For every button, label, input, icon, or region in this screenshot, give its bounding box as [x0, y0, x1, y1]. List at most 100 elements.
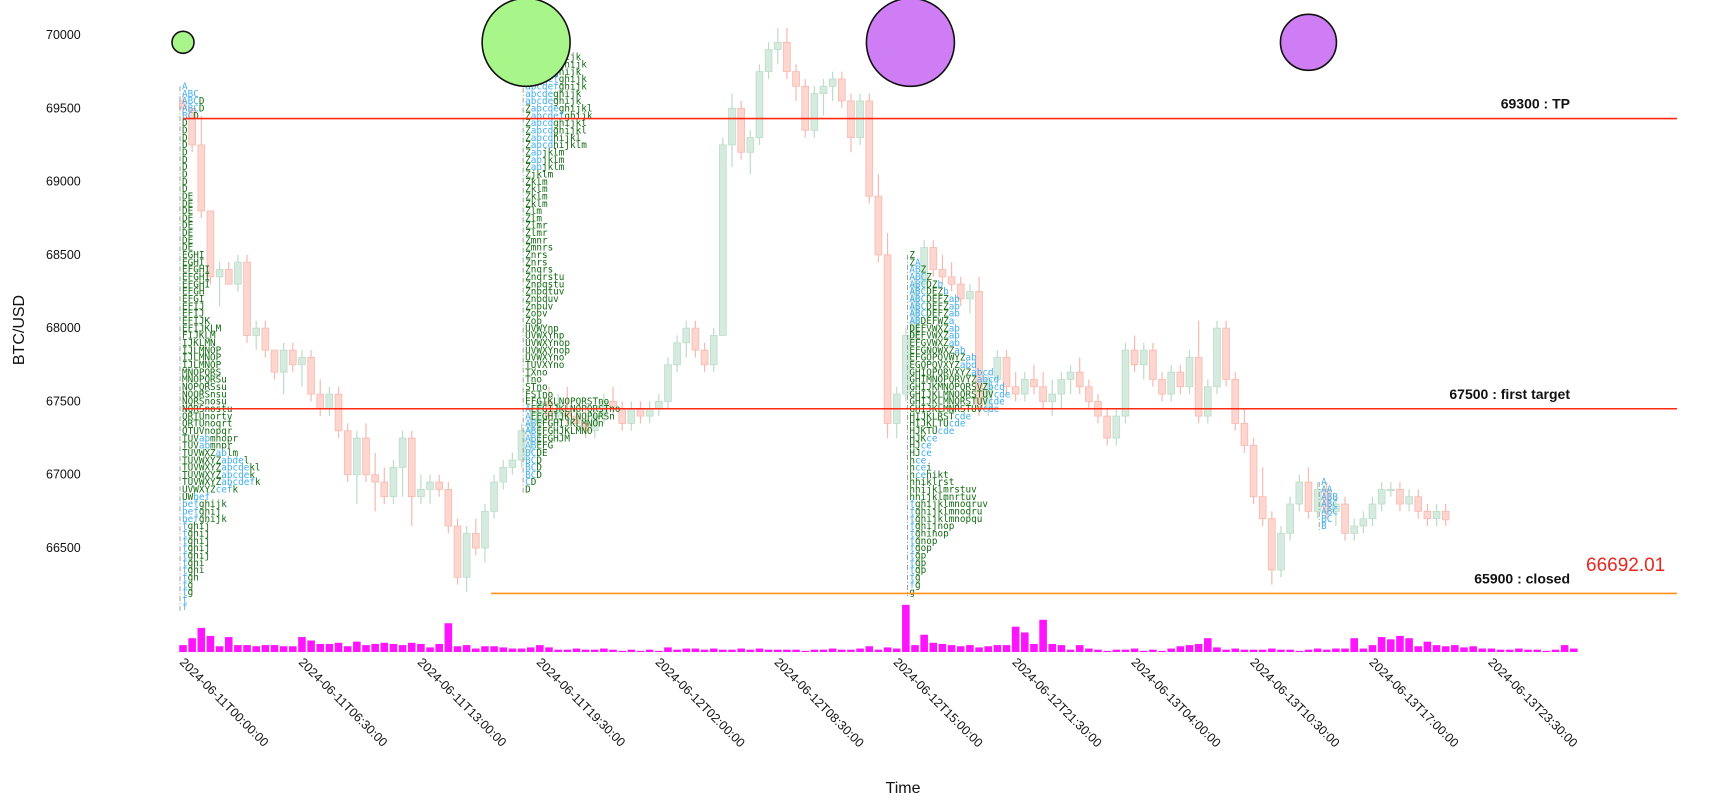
candle [1350, 518, 1359, 541]
candle [1048, 379, 1057, 417]
tpo-row: UVWXYnp [525, 331, 565, 342]
tpo-row: B [1321, 521, 1327, 532]
candle [783, 27, 791, 79]
volume-bar [508, 648, 517, 652]
candle [1011, 372, 1020, 402]
candle-body [1313, 488, 1322, 512]
tpo-row: FSTno [525, 389, 553, 400]
candle [1158, 372, 1166, 402]
tpo-row: ABCDEFZab [909, 301, 960, 312]
tpo-row: GHIMNOPQRVYZabcd [909, 375, 999, 386]
tpo-row: BCD [182, 111, 199, 122]
x-tick-label: 2024-06-12T15:00:00 [891, 655, 986, 750]
volume-bar [353, 641, 361, 652]
candle [279, 342, 288, 395]
tpo-row: fg [909, 573, 920, 584]
tpo-profiles: AABCABCDABCDBCDDDDDDDDDDDDEDEDEDEDEDEDED… [179, 23, 1338, 613]
volume-bar [453, 646, 462, 652]
candle-body [700, 349, 709, 366]
candle [1295, 474, 1304, 512]
tpo-row: CD [525, 477, 537, 488]
tpo-row: DEFVWXZab [909, 323, 960, 334]
tpo-row: ABCZ [909, 272, 932, 283]
tpo-row: Zklm [525, 199, 548, 210]
x-tick-label: 2024-06-13T10:30:00 [1247, 655, 1342, 750]
candle [1313, 482, 1322, 519]
candle-body [353, 437, 361, 476]
candle [682, 320, 691, 358]
volume-bar [1085, 648, 1093, 652]
candle-body [261, 327, 270, 351]
candle [1240, 408, 1249, 453]
candle [508, 452, 517, 475]
tpo-row: Znrs [525, 257, 547, 268]
candle-body [206, 210, 215, 278]
tpo-row: ABCDEFZab [909, 294, 960, 305]
tpo-row: Zklm [525, 191, 548, 202]
candle-body [188, 107, 196, 146]
candle [1103, 408, 1111, 446]
tpo-row: DEFVWXZab [909, 331, 960, 342]
volume-bar [600, 648, 608, 652]
tpo-row: TUVWXYZabcdek [182, 470, 255, 481]
candle-body [1112, 415, 1121, 439]
tpo-row: TUVXYno [525, 360, 564, 371]
x-tick-label: 2024-06-13T17:00:00 [1366, 655, 1461, 750]
level-label: 65900 : closed [1474, 570, 1570, 586]
candle-body [1405, 496, 1413, 505]
candle [892, 386, 901, 439]
volume-bar [197, 627, 206, 652]
tpo-row: DE [182, 206, 193, 217]
candle-body [536, 401, 544, 424]
candle-body [838, 78, 846, 102]
tpo-row: IJLMNOP [182, 345, 222, 356]
volume-bar [709, 648, 718, 652]
volume-bar [481, 646, 489, 652]
volume-bar [362, 645, 370, 652]
tpo-row: Znpqstu [525, 279, 564, 290]
candle [1258, 467, 1267, 527]
candle [673, 335, 681, 373]
candle-body [572, 415, 581, 424]
tpo-row: EGOPQVXYZabd [909, 360, 976, 371]
candle-body [1268, 518, 1276, 571]
volume-bar [838, 649, 846, 652]
candle-body [517, 430, 526, 461]
volume-bar [1313, 648, 1322, 652]
tpo-row: ABZ [909, 265, 926, 276]
candle-body [993, 357, 1002, 380]
volume-bar [1478, 648, 1487, 652]
x-tick-label: 2024-06-12T08:30:00 [772, 655, 867, 750]
tpo-row: ABCDEZb [909, 287, 949, 298]
tpo-row: Znpqtuv [525, 287, 565, 298]
candle-body [1231, 379, 1240, 424]
candle [398, 430, 407, 497]
tpo-row: Zlm [525, 206, 542, 217]
volume-bar [188, 638, 196, 652]
volume-bar [874, 649, 883, 652]
candle [581, 408, 590, 439]
volume-bar [1524, 649, 1532, 652]
tpo-row: EFGI [182, 294, 204, 305]
candle-body [883, 254, 892, 424]
candle [911, 276, 919, 343]
candle-body [1130, 349, 1139, 366]
tpo-row: fgnop [909, 536, 937, 547]
volume-bar [993, 645, 1002, 652]
tpo-row: Znrs [525, 250, 547, 261]
candle [1414, 489, 1423, 519]
candle [847, 93, 855, 153]
candle [325, 386, 334, 417]
candle [719, 137, 727, 336]
candle-body [947, 276, 956, 285]
volume-bar [1560, 645, 1569, 652]
candle [1130, 335, 1139, 373]
candle-body [709, 335, 718, 366]
tpo-row: NOPQRSsu [182, 382, 227, 393]
volume-bar [764, 649, 773, 652]
volume-bar [417, 643, 425, 652]
volume-bar [1149, 649, 1157, 652]
tpo-row: Zabcdeghijkl [525, 103, 592, 114]
tpo-row: UVWXYnop [525, 345, 570, 356]
